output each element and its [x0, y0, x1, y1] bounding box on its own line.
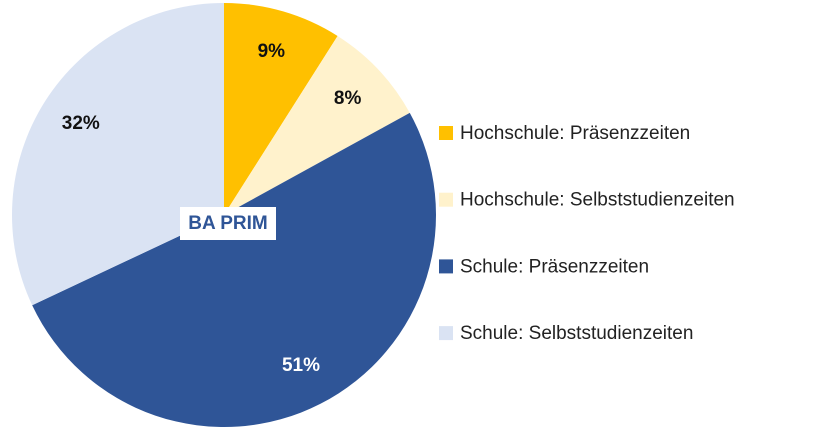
legend-swatch: [439, 126, 453, 140]
pie-slice: [224, 36, 410, 216]
legend-label: Schule: Präsenzzeiten: [460, 256, 649, 277]
data-label: 32%: [62, 113, 100, 134]
data-label: 8%: [334, 88, 362, 109]
legend-label: Schule: Selbststudienzeiten: [460, 323, 693, 344]
legend-label: Hochschule: Präsenzzeiten: [460, 123, 690, 144]
pie-slice: [224, 3, 338, 215]
legend-swatch: [439, 326, 453, 341]
pie-slice: [11, 3, 225, 306]
center-label-box: [180, 207, 276, 240]
pie-slice: [32, 112, 437, 428]
center-label: BA PRIM: [188, 213, 268, 234]
legend-label: Hochschule: Selbststudienzeiten: [460, 190, 735, 211]
data-label: 51%: [282, 355, 320, 376]
data-label: 9%: [258, 41, 286, 62]
legend-swatch: [439, 259, 453, 274]
legend-swatch: [439, 192, 453, 207]
